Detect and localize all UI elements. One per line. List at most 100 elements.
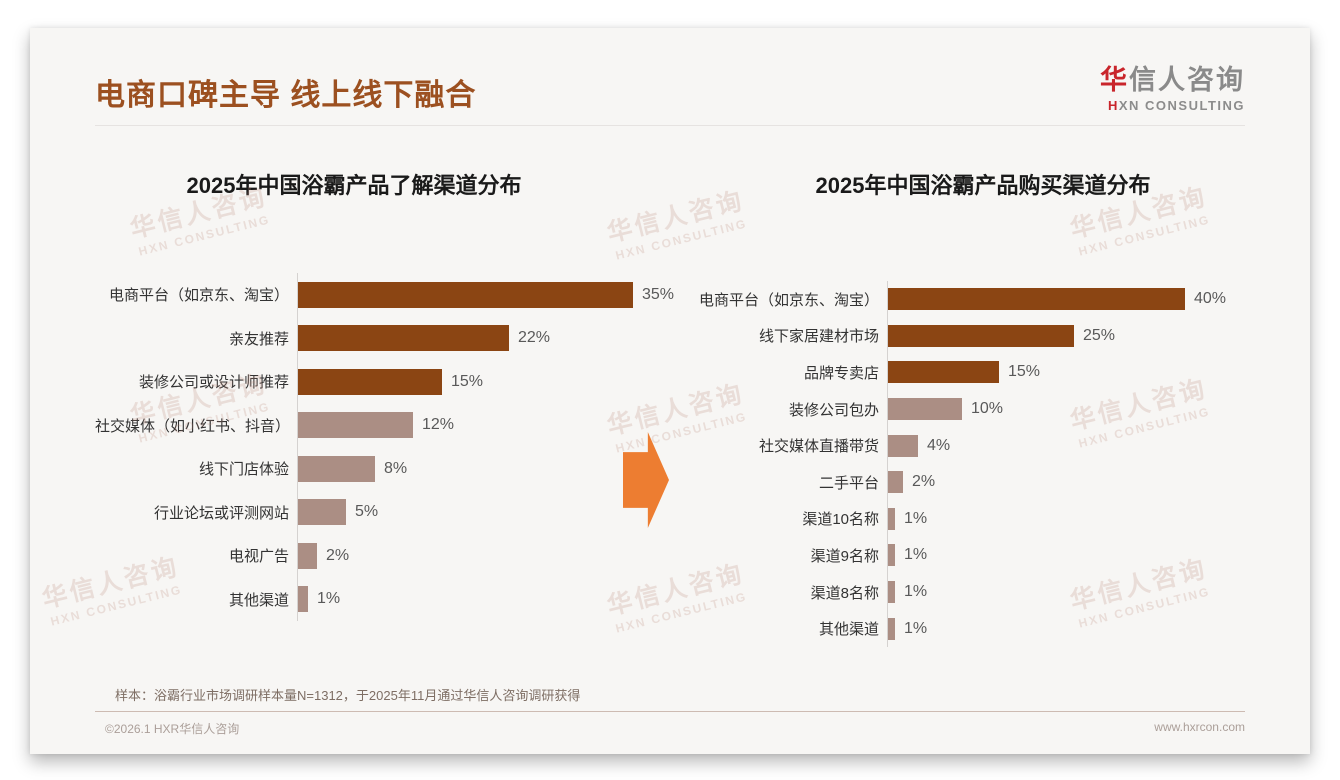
purchase-channel-chart: 电商平台（如京东、淘宝） 40% 线下家居建材市场 25% 品牌专卖店 15% 装修公司包办… [685,281,1245,647]
right-chart-title: 2025年中国浴霸产品购买渠道分布 [815,173,1151,198]
footer-divider [95,711,1245,712]
chart-row: 渠道9名称 1% [685,537,1245,574]
bar-area: 25% [887,317,1245,355]
value-label: 15% [451,372,484,390]
logo-cn-gray: 信人咨询 [1129,65,1245,95]
chart-row: 装修公司或设计师推荐 15% [95,360,675,404]
bar-area: 8% [297,447,675,491]
watermark-text-cn: 华信人咨询 [604,186,748,248]
value-label: 1% [904,509,928,527]
category-label: 品牌专卖店 [803,364,879,382]
value-label: 10% [971,400,1004,418]
bar-area: 1% [887,610,1245,647]
bar [888,361,999,384]
category-label: 电商平台（如京东、淘宝） [698,291,879,309]
chart-row: 电商平台（如京东、淘宝） 40% [685,281,1245,318]
awareness-channel-chart: 电商平台（如京东、淘宝） 35% 亲友推荐 22% 装修公司或设计师推荐 15% 社交媒体（… [95,273,675,621]
bar [298,281,633,308]
footer-copyright: ©2026.1 HXR华信人咨询 [105,722,240,736]
sample-footnote: 样本：浴霸行业市场调研样本量N=1312，于2025年11月通过华信人咨询调研获… [115,688,581,703]
bar [888,507,895,530]
value-label: 22% [518,329,551,347]
chart-row: 品牌专卖店 15% [685,354,1245,391]
slide-card: 电商口碑主导 线上线下融合 华信人咨询 HXN CONSULTING 2025年… [30,28,1310,754]
bar [888,471,903,494]
bar-area: 15% [297,360,675,404]
logo-cn-red: 华 [1100,65,1129,95]
bar-area: 35% [297,273,675,317]
chart-row: 电视广告 2% [95,534,675,578]
value-label: 2% [912,473,936,491]
logo-text-cn: 华信人咨询 [1100,58,1245,97]
chart-row: 二手平台 2% [685,463,1245,501]
bar-area: 40% [887,281,1245,318]
chart-row: 渠道8名称 1% [685,573,1245,611]
chart-row: 社交媒体（如小红书、抖音） 12% [95,403,675,447]
company-logo: 华信人咨询 HXN CONSULTING [1100,58,1245,113]
value-label: 12% [422,416,455,434]
category-label: 渠道10名称 [802,511,879,529]
bar-area: 10% [887,390,1245,428]
category-label: 线下门店体验 [198,461,289,479]
value-label: 1% [904,546,928,564]
chart-row: 电商平台（如京东、淘宝） 35% [95,273,675,317]
bar [298,586,308,613]
bar [298,368,442,395]
category-label: 社交媒体直播带货 [758,438,879,456]
value-label: 5% [355,503,379,521]
value-label: 8% [384,459,408,477]
value-label: 25% [1083,326,1116,344]
chart-row: 装修公司包办 10% [685,390,1245,428]
chart-row: 线下家居建材市场 25% [685,317,1245,355]
value-label: 4% [927,436,951,454]
chart-row: 渠道10名称 1% [685,500,1245,538]
bar-area: 1% [297,577,675,621]
category-label: 线下家居建材市场 [758,328,879,346]
category-label: 行业论坛或评测网站 [153,504,289,522]
footer-website: www.hxrcon.com [1154,720,1245,734]
category-label: 其他渠道 [228,591,289,609]
category-label: 渠道8名称 [810,584,879,602]
watermark-text-en: HXN CONSULTING [137,212,272,259]
bar-area: 1% [887,537,1245,574]
bar [888,581,895,604]
bar [298,412,413,439]
bar [888,434,918,457]
bar-area: 15% [887,354,1245,391]
bar-area: 2% [887,463,1245,501]
bar [888,398,962,421]
chart-row: 行业论坛或评测网站 5% [95,490,675,534]
value-label: 1% [317,590,341,608]
logo-text-en: HXN CONSULTING [1100,98,1245,113]
bar [298,455,375,482]
left-chart-title: 2025年中国浴霸产品了解渠道分布 [186,173,522,198]
header-divider [95,125,1245,126]
category-label: 装修公司或设计师推荐 [138,374,289,392]
category-label: 社交媒体（如小红书、抖音） [95,417,291,435]
chart-row: 其他渠道 1% [685,610,1245,647]
chart-row: 亲友推荐 22% [95,316,675,360]
value-label: 2% [326,546,350,564]
watermark-text-en: HXN CONSULTING [614,216,749,263]
bar [888,288,1185,311]
bar-area: 1% [887,573,1245,611]
category-label: 其他渠道 [818,621,879,639]
chart-row: 线下门店体验 8% [95,447,675,491]
bar-area: 12% [297,403,675,447]
logo-en-red: H [1107,98,1119,113]
watermark: 华信人咨询 HXN CONSULTING [603,181,751,263]
bar-area: 4% [887,427,1245,464]
category-label: 渠道9名称 [810,547,879,565]
value-label: 1% [904,583,928,601]
category-label: 电商平台（如京东、淘宝） [108,287,289,305]
bar [888,617,895,640]
value-label: 1% [904,619,928,637]
value-label: 40% [1194,290,1227,308]
page-title: 电商口碑主导 线上线下融合 [95,79,477,112]
watermark-text-en: HXN CONSULTING [1077,212,1212,259]
chart-row: 社交媒体直播带货 4% [685,427,1245,464]
bar-area: 5% [297,490,675,534]
bar [298,325,509,352]
logo-en-gray: XN CONSULTING [1118,98,1245,113]
chart-row: 其他渠道 1% [95,577,675,621]
